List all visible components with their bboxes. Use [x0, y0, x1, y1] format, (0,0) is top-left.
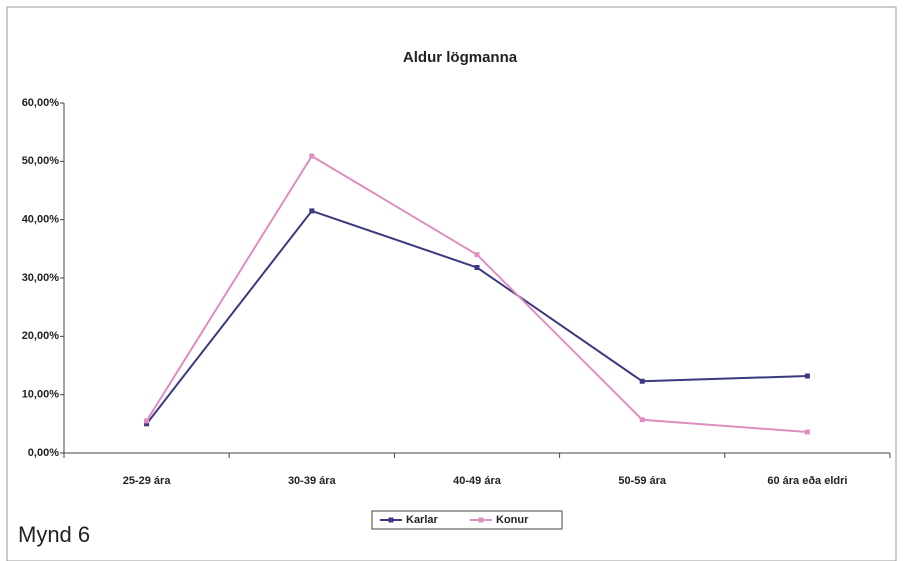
x-tick-label: 50-59 ára [618, 475, 667, 487]
y-tick-label: 10,00% [22, 389, 60, 401]
x-tick-label: 25-29 ára [123, 475, 172, 487]
point [309, 208, 315, 214]
legend-box [371, 510, 563, 530]
frame [6, 6, 897, 561]
point [144, 418, 150, 424]
caption: Mynd 6 [18, 522, 90, 547]
legend-marker [478, 517, 484, 523]
x-tick-label: 30-39 ára [288, 475, 337, 487]
point [309, 153, 315, 159]
y-tick-label: 40,00% [22, 214, 60, 226]
point [144, 421, 150, 427]
y-tick-label: 0,00% [28, 447, 59, 459]
legend-label: Konur [496, 514, 529, 526]
y-tick-label: 20,00% [22, 330, 60, 342]
point [639, 417, 645, 423]
point [804, 373, 810, 379]
y-tick-label: 30,00% [22, 272, 60, 284]
point [474, 252, 480, 258]
y-tick-label: 60,00% [22, 97, 60, 109]
x-tick-label: 60 ára eða eldri [767, 475, 847, 487]
legend-label: Karlar [406, 514, 439, 526]
y-tick-label: 50,00% [22, 155, 60, 167]
x-tick-label: 40-49 ára [453, 475, 502, 487]
chart-title: Aldur lögmanna [403, 49, 518, 66]
point [639, 378, 645, 384]
legend-marker [388, 517, 394, 523]
point [804, 429, 810, 435]
point [474, 265, 480, 270]
